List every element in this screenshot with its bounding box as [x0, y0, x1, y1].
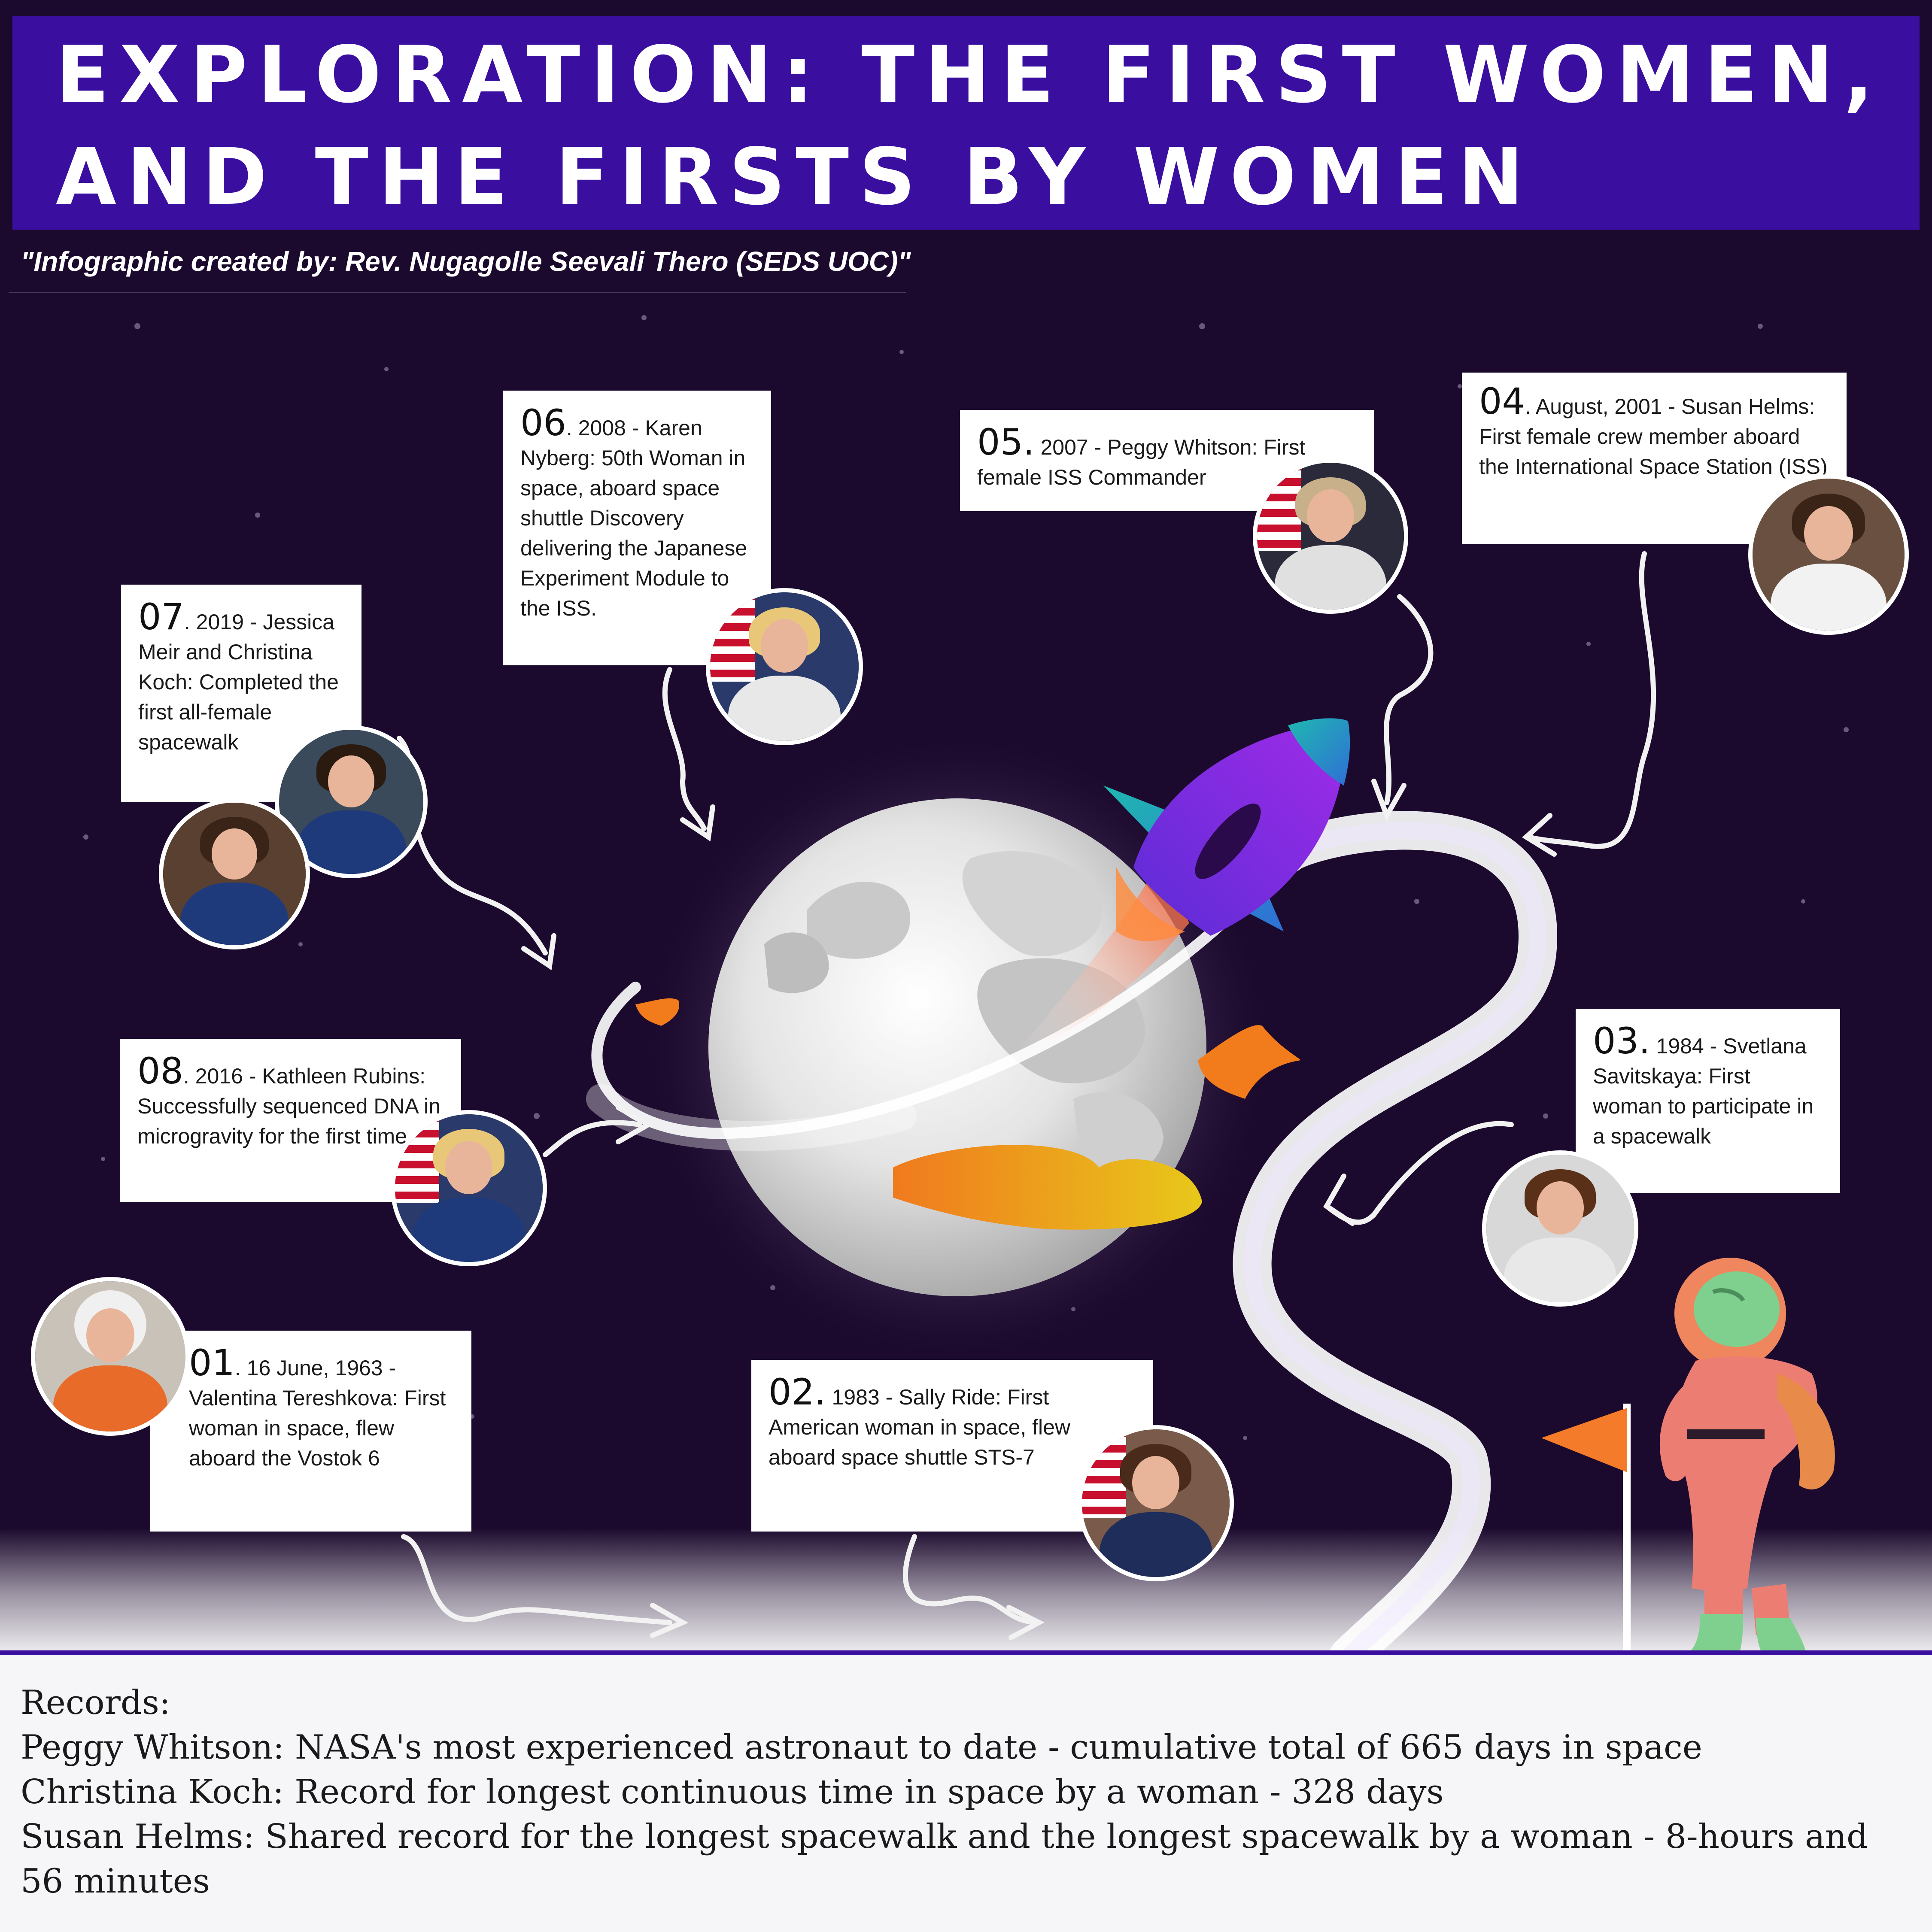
records-panel: Records: Peggy Whitson: NASA's most expe… — [0, 1650, 1932, 1932]
ground-glow — [0, 1528, 1932, 1657]
milestone-card-08: 08. 2016 - Kathleen Rubins: Successfully… — [120, 1039, 461, 1202]
milestone-number: 06 — [520, 402, 566, 444]
astronaut-photo-savitskaya — [1482, 1150, 1638, 1307]
title-banner — [12, 16, 1920, 230]
astronaut-photo-ride — [1078, 1425, 1234, 1581]
milestone-number: 04 — [1479, 380, 1525, 422]
rocket-icon — [1013, 718, 1350, 1056]
milestone-text: . 16 June, 1963 - Valentina Tereshkova: … — [189, 1356, 446, 1470]
milestone-number: 03. — [1593, 1020, 1650, 1062]
astronaut-photo-nyberg — [706, 588, 863, 745]
arrow-icon — [397, 551, 1656, 1640]
astronaut-photo-tereshkova — [31, 1277, 190, 1436]
milestone-text: . 2008 - Karen Nyberg: 50th Woman in spa… — [520, 416, 747, 620]
milestone-text: 1984 - Svetlana Savitskaya: First woman … — [1593, 1034, 1814, 1148]
astronaut-icon — [1659, 1258, 1835, 1657]
flag-icon — [1541, 1404, 1631, 1653]
milestone-number: 05. — [977, 421, 1035, 463]
record-line: Peggy Whitson: NASA's most experienced a… — [21, 1728, 1702, 1767]
record-line: Susan Helms: Shared record for the longe… — [21, 1817, 1868, 1901]
milestone-text: 1983 - Sally Ride: First American woman … — [769, 1385, 1071, 1469]
milestone-text: . 2016 - Kathleen Rubins: Successfully s… — [137, 1064, 440, 1148]
milestone-number: 07 — [138, 596, 184, 638]
milestone-text: 2007 - Peggy Whitson: First female ISS C… — [977, 435, 1306, 489]
records-heading: Records: — [21, 1683, 171, 1722]
milestone-number: 08 — [137, 1050, 183, 1092]
astronaut-photo-helms — [1748, 474, 1909, 635]
orange-blob — [893, 1145, 1202, 1230]
astronaut-photo-rubins — [391, 1110, 547, 1266]
astronaut-photo-whitson — [1253, 458, 1408, 614]
milestone-number: 02. — [769, 1371, 826, 1413]
credit-line: "Infographic created by: Rev. Nugagolle … — [21, 246, 911, 277]
orange-blob — [1198, 1025, 1301, 1099]
page-title: EXPLORATION: THE FIRST WOMEN, AND THE FI… — [56, 29, 1884, 222]
record-line: Christina Koch: Record for longest conti… — [21, 1773, 1444, 1811]
milestone-text: . 2019 - Jessica Meir and Christina Koch… — [138, 610, 339, 754]
divider — [9, 292, 906, 293]
milestone-text: . August, 2001 - Susan Helms: First fema… — [1479, 394, 1828, 479]
milestone-card-03: 03. 1984 - Svetlana Savitskaya: First wo… — [1576, 1009, 1840, 1193]
orange-blob — [635, 998, 679, 1026]
astronaut-photo-koch — [159, 798, 310, 949]
milestone-number: 01 — [189, 1342, 235, 1384]
milestone-card-01: 01. 16 June, 1963 - Valentina Tereshkova… — [150, 1331, 471, 1532]
